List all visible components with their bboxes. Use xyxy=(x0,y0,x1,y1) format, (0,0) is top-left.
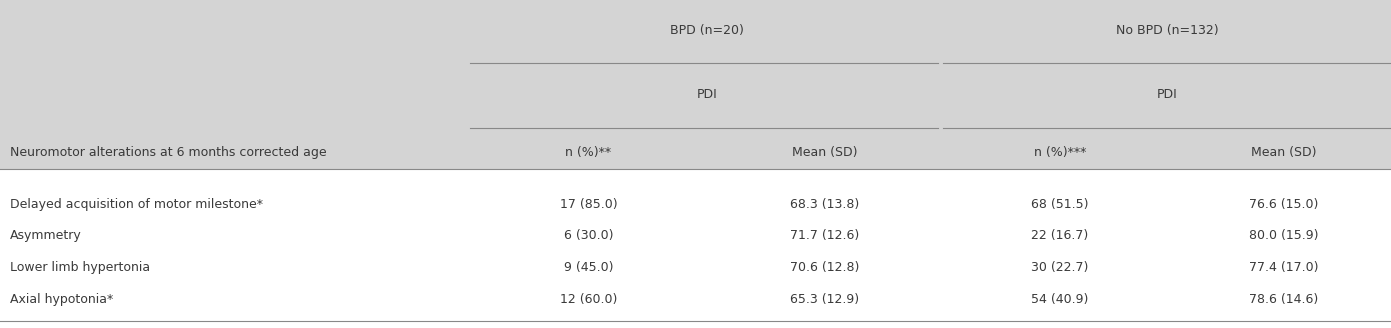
Text: 12 (60.0): 12 (60.0) xyxy=(559,293,618,306)
Text: Axial hypotonia*: Axial hypotonia* xyxy=(10,293,113,306)
Text: Mean (SD): Mean (SD) xyxy=(1251,146,1317,158)
Text: 6 (30.0): 6 (30.0) xyxy=(563,230,613,242)
Text: 22 (16.7): 22 (16.7) xyxy=(1031,230,1089,242)
Text: n (%)***: n (%)*** xyxy=(1034,146,1086,158)
Text: 80.0 (15.9): 80.0 (15.9) xyxy=(1249,230,1319,242)
Text: PDI: PDI xyxy=(697,88,716,101)
Text: Neuromotor alterations at 6 months corrected age: Neuromotor alterations at 6 months corre… xyxy=(10,146,327,158)
Text: 68.3 (13.8): 68.3 (13.8) xyxy=(790,198,860,211)
Text: Asymmetry: Asymmetry xyxy=(10,230,82,242)
Bar xyxy=(0,169,1391,328)
Text: n (%)**: n (%)** xyxy=(565,146,612,158)
Text: Mean (SD): Mean (SD) xyxy=(791,146,858,158)
Text: Delayed acquisition of motor milestone*: Delayed acquisition of motor milestone* xyxy=(10,198,263,211)
Text: 17 (85.0): 17 (85.0) xyxy=(559,198,618,211)
Text: BPD (n=20): BPD (n=20) xyxy=(669,24,744,37)
Text: 9 (45.0): 9 (45.0) xyxy=(563,261,613,274)
Text: 65.3 (12.9): 65.3 (12.9) xyxy=(790,293,860,306)
Text: 71.7 (12.6): 71.7 (12.6) xyxy=(790,230,860,242)
Text: 77.4 (17.0): 77.4 (17.0) xyxy=(1249,261,1319,274)
Text: 78.6 (14.6): 78.6 (14.6) xyxy=(1249,293,1319,306)
Text: 76.6 (15.0): 76.6 (15.0) xyxy=(1249,198,1319,211)
Text: No BPD (n=132): No BPD (n=132) xyxy=(1116,24,1219,37)
Text: 70.6 (12.8): 70.6 (12.8) xyxy=(790,261,860,274)
Text: 54 (40.9): 54 (40.9) xyxy=(1031,293,1089,306)
Text: PDI: PDI xyxy=(1157,88,1177,101)
Text: 30 (22.7): 30 (22.7) xyxy=(1031,261,1089,274)
Text: Lower limb hypertonia: Lower limb hypertonia xyxy=(10,261,150,274)
Text: 68 (51.5): 68 (51.5) xyxy=(1031,198,1089,211)
